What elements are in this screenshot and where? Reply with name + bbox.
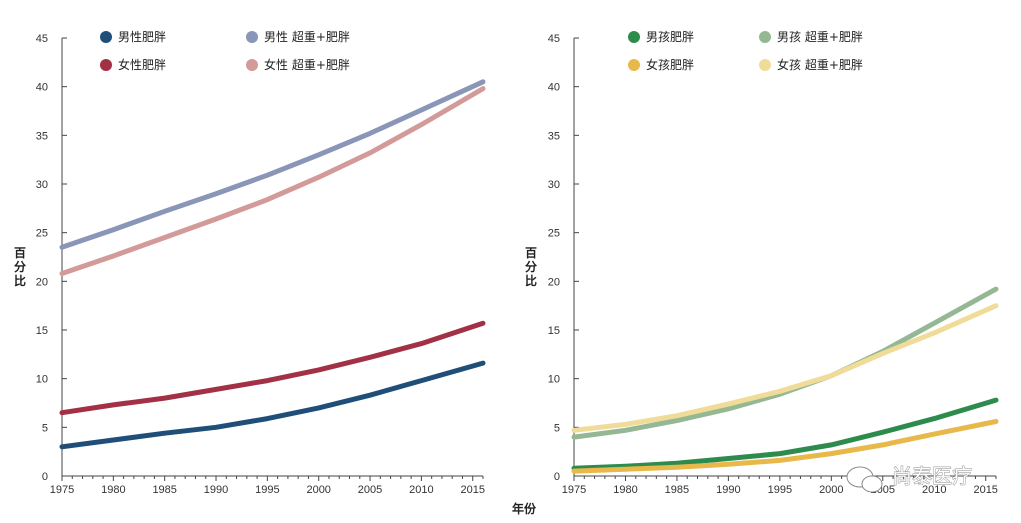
y-tick-label: 30 xyxy=(548,179,560,191)
legend-label: 男孩 超重+肥胖 xyxy=(777,29,863,44)
y-tick-label: 40 xyxy=(36,82,48,94)
y-tick-label: 15 xyxy=(36,325,48,337)
series-line xyxy=(571,397,999,471)
series-line xyxy=(59,86,486,276)
legend-label: 男性 超重+肥胖 xyxy=(264,29,350,44)
y-tick-label: 40 xyxy=(548,82,560,94)
legend-label: 女性 超重+肥胖 xyxy=(264,57,350,72)
left-panel-adults: 0 5 10 15 20 25 30 35 40 45 1975 1980 1985 1990 1995 20… xyxy=(14,29,486,496)
y-tick-label: 25 xyxy=(36,228,48,240)
legend-swatch xyxy=(759,31,771,43)
series-line xyxy=(59,320,486,416)
y-tick-label: 20 xyxy=(548,276,560,288)
y-tick-label: 10 xyxy=(36,374,48,386)
legend-swatch xyxy=(100,59,112,71)
x-tick-label: 1995 xyxy=(255,484,279,496)
x-tick-label: 2010 xyxy=(922,484,946,496)
x-tick-label: 1975 xyxy=(50,484,74,496)
legend-label: 女孩肥胖 xyxy=(646,57,694,72)
x-tick-label: 2000 xyxy=(306,484,330,496)
y-axis-title: 百 xyxy=(14,246,26,260)
right-panel-children: 0 5 10 15 20 25 30 35 40 45 1975 1980 1985 1990 1995 20… xyxy=(525,29,999,496)
legend-label: 女孩 超重+肥胖 xyxy=(777,57,863,72)
x-tick-label: 1980 xyxy=(101,484,125,496)
legend-swatch xyxy=(759,59,771,71)
y-tick-label: 30 xyxy=(36,179,48,191)
series-line xyxy=(59,360,486,450)
legend-swatch xyxy=(246,31,258,43)
x-tick-label: 1980 xyxy=(613,484,637,496)
y-axis-title: 比 xyxy=(525,273,537,288)
y-tick-label: 5 xyxy=(554,422,560,434)
y-axis-title: 分 xyxy=(525,259,537,274)
y-tick-label: 45 xyxy=(548,33,560,45)
x-tick-label: 2015 xyxy=(973,484,997,496)
y-axis-title: 分 xyxy=(14,259,26,274)
x-tick-label: 2000 xyxy=(819,484,843,496)
x-tick-label: 1990 xyxy=(204,484,228,496)
x-tick-label: 1985 xyxy=(665,484,689,496)
x-tick-label: 2005 xyxy=(358,484,382,496)
x-tick-label: 2010 xyxy=(409,484,433,496)
x-tick-label: 1990 xyxy=(716,484,740,496)
y-tick-label: 5 xyxy=(42,422,48,434)
x-tick-label: 1975 xyxy=(562,484,586,496)
y-tick-label: 0 xyxy=(42,471,48,483)
y-axis-title: 百 xyxy=(525,246,537,260)
y-tick-label: 0 xyxy=(554,471,560,483)
legend-swatch xyxy=(628,59,640,71)
x-tick-label: 2015 xyxy=(460,484,484,496)
y-tick-label: 35 xyxy=(36,130,48,142)
series-line xyxy=(59,79,486,250)
legend-swatch xyxy=(100,31,112,43)
y-tick-label: 45 xyxy=(36,33,48,45)
legend-label: 男性肥胖 xyxy=(118,30,166,44)
y-tick-label: 20 xyxy=(36,276,48,288)
series-line xyxy=(571,419,999,474)
x-tick-label: 1985 xyxy=(152,484,176,496)
legend-label: 男孩肥胖 xyxy=(646,30,694,44)
x-tick-label: 1995 xyxy=(768,484,792,496)
y-tick-label: 10 xyxy=(548,374,560,386)
y-tick-label: 15 xyxy=(548,325,560,337)
watermark-logo-icon xyxy=(846,466,883,493)
legend-swatch xyxy=(628,31,640,43)
x-axis-title: 年份 xyxy=(512,501,537,516)
watermark-text: 尚泰医疗 xyxy=(892,464,972,488)
y-tick-label: 25 xyxy=(548,228,560,240)
legend-label: 女性肥胖 xyxy=(118,57,166,72)
series-line xyxy=(571,303,999,433)
y-tick-label: 35 xyxy=(548,130,560,142)
legend-swatch xyxy=(246,59,258,71)
series-line xyxy=(571,286,999,440)
y-axis-title: 比 xyxy=(14,273,26,288)
